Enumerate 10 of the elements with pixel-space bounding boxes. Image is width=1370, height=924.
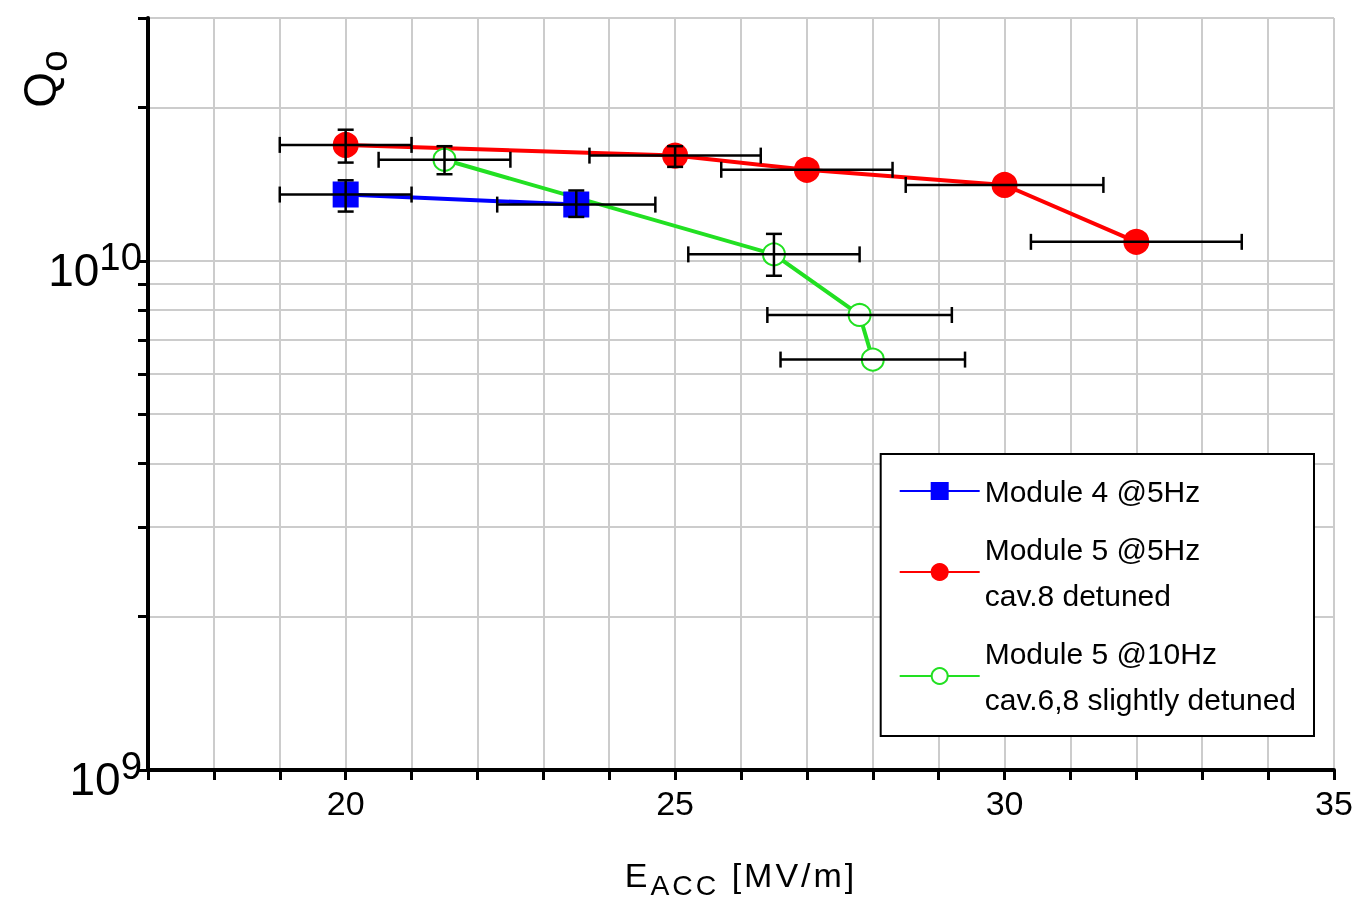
x-tick-label: 35: [1315, 784, 1353, 822]
x-tick-label: 25: [656, 784, 695, 822]
legend-label: Module 5 @5Hz cav.8 detuned: [984, 532, 1201, 612]
legend-label: Module 5 @10Hz cav.6,8 slightly detuned: [984, 636, 1296, 716]
legend-label: Module 4 @5Hz: [984, 474, 1201, 508]
x-tick-label: 20: [326, 784, 365, 822]
y-tick-label: 10$^{10}$: [48, 233, 142, 297]
x-tick-label: 30: [985, 784, 1024, 822]
y-tick-label: 10$^{9}$: [69, 743, 142, 806]
x-axis-title: E$_{ACC}$ [MV/m]: [623, 856, 859, 902]
